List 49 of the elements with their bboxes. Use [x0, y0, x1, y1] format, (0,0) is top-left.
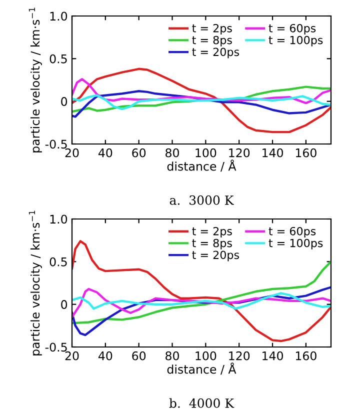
legend-label: t = 20ps	[192, 250, 240, 262]
y-tick-label: -0.5	[45, 140, 67, 149]
legend-label: t = 60ps	[268, 226, 316, 238]
line-series	[72, 68, 331, 134]
legend-label: t = 100ps	[268, 238, 323, 250]
y-tick-label: 1.0	[50, 214, 68, 224]
line-series	[72, 94, 331, 110]
x-tick-label: 120	[229, 351, 250, 360]
x-tick-label: 120	[229, 148, 250, 158]
y-tick-label: 0.5	[50, 257, 67, 266]
x-tick-label: 40	[98, 351, 112, 360]
y-tick-label: 1.0	[50, 12, 68, 21]
x-tick-label: 100	[196, 351, 216, 360]
x-tick-label: 60	[132, 351, 146, 360]
line-series	[72, 240, 331, 342]
y-tick-label: 0	[61, 300, 68, 309]
y-tick-label: 0	[61, 97, 68, 106]
legend-label: t = 2ps	[192, 226, 232, 238]
line-series	[72, 286, 331, 336]
x-tick-label: 40	[98, 148, 112, 158]
line-series	[72, 292, 331, 310]
legend-label: t = 20ps	[192, 48, 240, 58]
x-tick-label: 60	[132, 148, 146, 158]
y-tick-label: -0.5	[45, 342, 67, 352]
text: b. 4000 K	[169, 398, 234, 408]
legend-label: t = 8ps	[192, 36, 232, 46]
x-tick-label: 160	[296, 148, 316, 158]
legend-label: t = 100ps	[268, 36, 323, 46]
x-tick-label: 140	[262, 148, 283, 158]
legend-label: t = 2ps	[192, 24, 232, 35]
x-tick-label: 140	[262, 351, 283, 360]
line-series	[72, 78, 331, 104]
line-series	[72, 260, 331, 324]
y-axis-title: particle velocity / km·s$^{−1}$	[28, 210, 42, 356]
x-tick-label: 80	[166, 148, 179, 158]
x-tick-label: 20	[65, 351, 79, 360]
legend-label: t = 60ps	[268, 24, 316, 35]
x-axis-title: distance / Å	[167, 362, 236, 375]
line-series	[72, 288, 331, 318]
legend-label: t = 8ps	[192, 238, 232, 250]
x-axis-title: distance / Å	[167, 160, 236, 172]
text: a. 3000 K	[170, 195, 234, 205]
x-tick-label: 20	[65, 148, 79, 158]
line-series	[72, 90, 331, 118]
x-tick-label: 100	[196, 148, 216, 158]
y-axis-title: particle velocity / km·s$^{−1}$	[28, 8, 42, 152]
y-tick-label: 0.5	[50, 54, 67, 64]
x-tick-label: 160	[296, 351, 316, 360]
x-tick-label: 80	[166, 351, 179, 360]
